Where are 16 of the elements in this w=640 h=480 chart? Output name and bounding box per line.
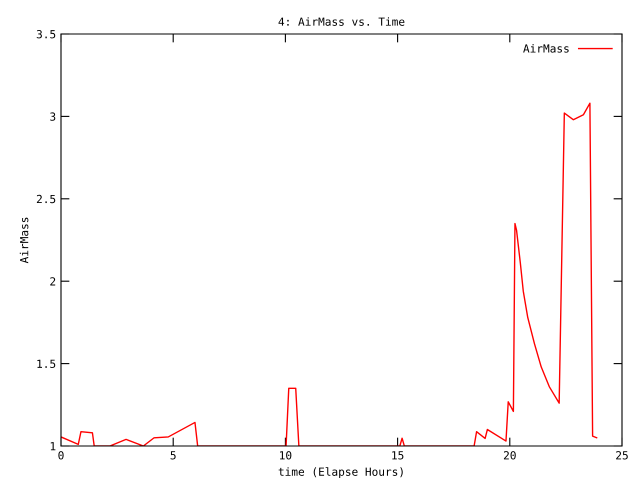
y-tick-label: 2 [50,277,56,286]
x-tick-label: 10 [280,451,292,460]
y-tick-label: 2.5 [36,194,56,204]
y-tick-label: 3.5 [36,30,56,38]
x-tick-label: 25 [616,451,628,460]
legend-label: AirMass [523,44,569,53]
chart-title: 4: AirMass vs. Time [278,17,404,26]
y-tick-label: 1 [50,442,56,450]
y-axis-title: AirMass [20,218,28,264]
y-tick-label: 1.5 [37,360,56,368]
x-tick-label: 20 [504,451,516,460]
x-tick-label: 15 [392,451,404,460]
x-tick-label: 5 [170,451,176,460]
y-tick-label: 3 [50,112,56,121]
x-tick-label: 0 [58,451,64,460]
x-axis-title: time (Elapse Hours) [278,467,403,478]
